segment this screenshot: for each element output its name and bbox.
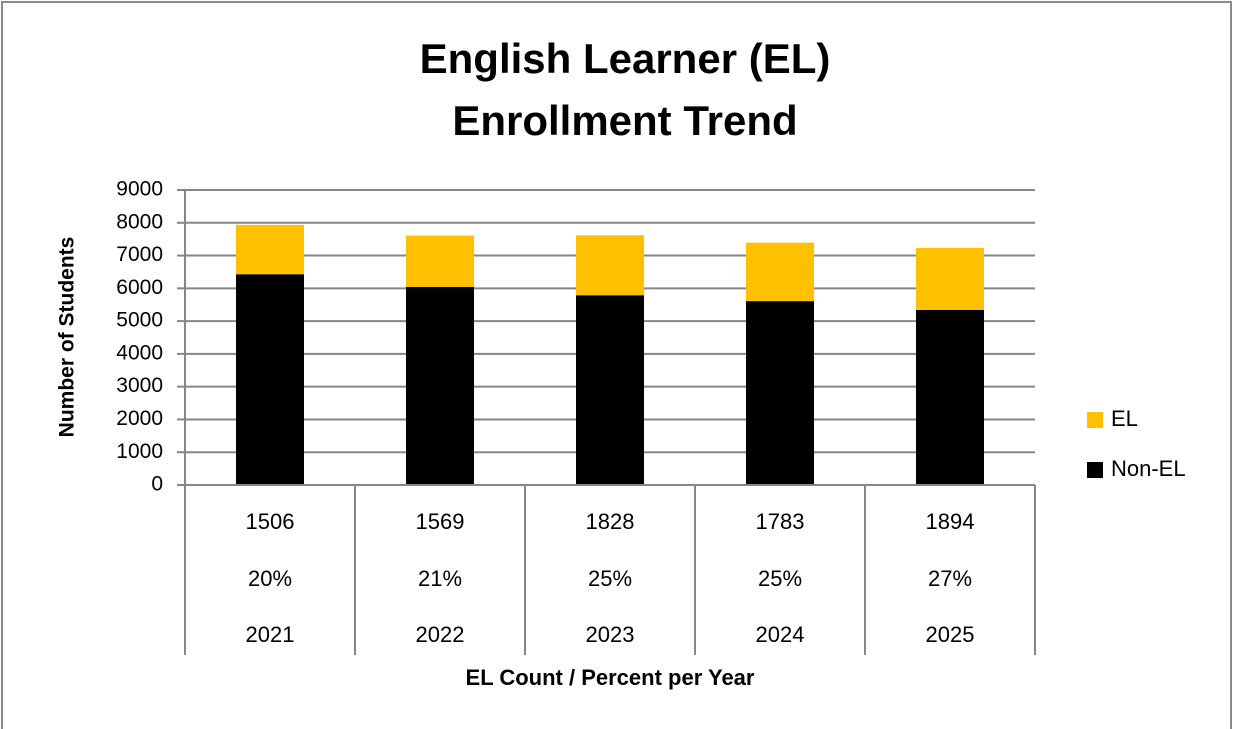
chart-title: Enrollment Trend (452, 97, 797, 144)
x-tick-label: 2023 (586, 622, 635, 647)
y-tick-label: 2000 (116, 407, 163, 430)
legend-label: Non-EL (1111, 456, 1186, 481)
el-count-label: 1569 (416, 509, 465, 534)
x-tick-label: 2024 (756, 622, 805, 647)
el-percent-label: 21% (418, 566, 462, 591)
bar-segment (236, 224, 304, 275)
el-count-label: 1894 (926, 509, 975, 534)
chart-title: English Learner (EL) (420, 35, 831, 82)
el-count-label: 1783 (756, 509, 805, 534)
el-percent-label: 27% (928, 566, 972, 591)
el-percent-label: 25% (588, 566, 632, 591)
bar-segment (236, 274, 304, 485)
el-percent-label: 25% (758, 566, 802, 591)
bar-segment (406, 235, 474, 288)
el-count-label: 1506 (246, 509, 295, 534)
y-tick-label: 5000 (116, 309, 163, 332)
legend-swatch (1087, 412, 1103, 428)
x-tick-label: 2021 (246, 622, 295, 647)
bar-segment (916, 309, 984, 485)
y-tick-label: 3000 (116, 374, 163, 397)
bar-segment (576, 235, 644, 296)
bar-segment (746, 242, 814, 302)
x-axis-title: EL Count / Percent per Year (466, 665, 755, 690)
el-percent-label: 20% (248, 566, 292, 591)
y-tick-label: 4000 (116, 341, 163, 364)
bar-segment (576, 295, 644, 485)
x-tick-label: 2022 (416, 622, 465, 647)
y-tick-label: 9000 (116, 178, 163, 201)
y-axis-title: Number of Students (56, 237, 79, 438)
bar-segment (916, 247, 984, 310)
bar-segment (746, 301, 814, 485)
y-tick-label: 7000 (116, 243, 163, 266)
x-tick-label: 2025 (926, 622, 975, 647)
bar-segment (406, 287, 474, 485)
y-tick-label: 1000 (116, 440, 163, 463)
y-tick-label: 8000 (116, 210, 163, 233)
legend-label: EL (1111, 406, 1138, 431)
y-tick-label: 0 (151, 473, 163, 496)
el-count-label: 1828 (586, 509, 635, 534)
y-tick-label: 6000 (116, 276, 163, 299)
legend-swatch (1087, 462, 1103, 478)
